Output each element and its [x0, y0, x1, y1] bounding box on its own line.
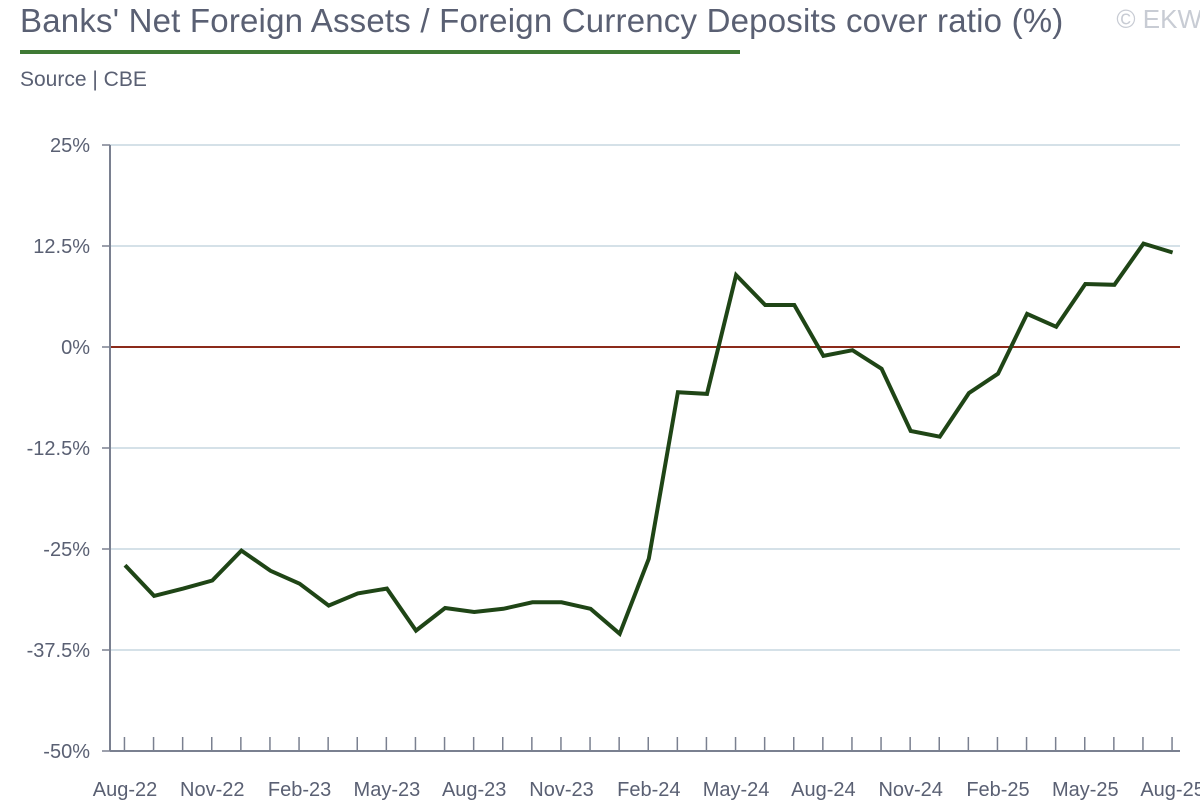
source-label: Source | CBE: [20, 68, 147, 91]
series-group: [123, 241, 1174, 638]
watermark: © EKW: [1116, 4, 1200, 34]
title-underline: [20, 50, 740, 54]
y-tick-label: -50%: [43, 741, 90, 763]
x-tick-label: Nov-24: [878, 779, 942, 800]
y-tick-label: -37.5%: [27, 640, 91, 662]
y-tick-label: -25%: [43, 539, 90, 561]
x-tick-label: Aug-24: [791, 779, 856, 800]
x-tick-label: May-24: [703, 779, 770, 800]
x-tick-label: May-23: [354, 779, 421, 800]
y-tick-label: 0%: [61, 337, 90, 359]
x-tick-label: Aug-25: [1140, 779, 1200, 800]
x-axis-labels: Aug-22 Nov-22 Feb-23 May-23 Aug-23 Nov-23 Feb-…: [93, 779, 1200, 800]
series-line: [123, 241, 1174, 638]
x-tick-label: Feb-23: [268, 779, 331, 800]
chart-title: Banks' Net Foreign Assets / Foreign Curr…: [20, 2, 1064, 39]
y-axis-labels: 25% 12.5% 0% -12.5% -25% -37.5% -50%: [27, 135, 91, 763]
x-tick-label: Nov-22: [180, 779, 244, 800]
x-tick-label: Nov-23: [529, 779, 593, 800]
x-tick-label: Aug-23: [442, 779, 507, 800]
x-tick-label: May-25: [1052, 779, 1119, 800]
y-tick-label: 12.5%: [33, 236, 90, 258]
x-tick-label: Feb-24: [617, 779, 680, 800]
y-tick-label: 25%: [50, 135, 90, 157]
grid-lines: [110, 144, 1180, 651]
x-tick-label: Aug-22: [93, 779, 158, 800]
y-tick-label: -12.5%: [27, 438, 91, 460]
axes: [102, 144, 1180, 752]
x-tick-label: Feb-25: [966, 779, 1029, 800]
